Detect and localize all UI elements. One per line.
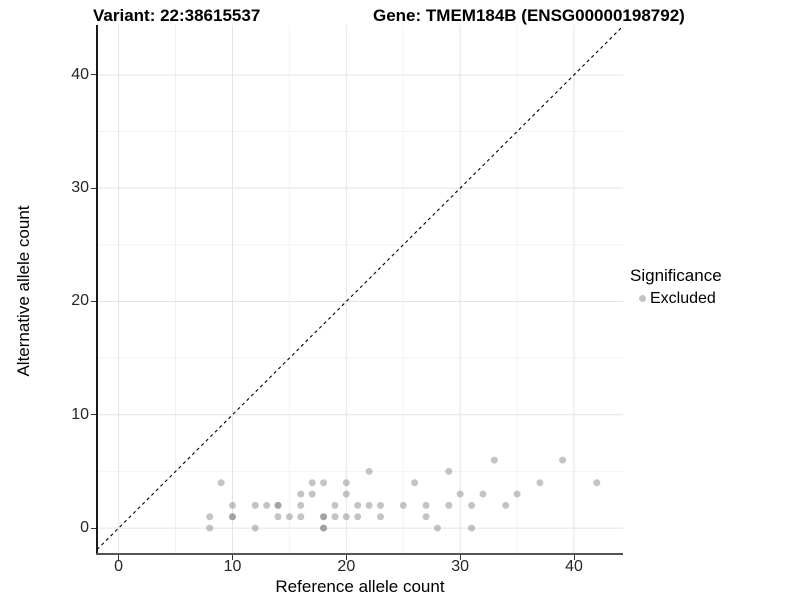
x-tick-label: 30 — [451, 558, 470, 575]
scatter-point — [251, 501, 259, 509]
y-tick-mark — [91, 300, 96, 302]
scatter-point — [411, 479, 419, 487]
scatter-point — [297, 513, 305, 521]
scatter-point — [502, 501, 510, 509]
scatter-point — [297, 501, 305, 509]
scatter-point — [228, 501, 236, 509]
scatter-point — [399, 501, 407, 509]
y-tick-label: 10 — [71, 405, 89, 423]
x-tick-mark — [118, 555, 120, 560]
x-tick-label: 0 — [114, 558, 124, 575]
gene-title: Gene: TMEM184B (ENSG00000198792) — [373, 6, 685, 25]
x-tick-label: 20 — [337, 558, 356, 575]
x-tick-mark — [345, 555, 347, 560]
scatter-point — [331, 501, 339, 509]
scatter-point — [559, 456, 567, 464]
scatter-point — [308, 490, 316, 498]
y-tick-mark — [91, 527, 96, 529]
scatter-point — [479, 490, 487, 498]
scatter-point — [422, 501, 430, 509]
scatter-point — [320, 524, 328, 532]
scatter-point — [285, 513, 293, 521]
y-axis-line — [96, 25, 98, 553]
scatter-point — [354, 501, 362, 509]
legend-point-swatch — [639, 295, 646, 302]
scatter-point — [456, 490, 464, 498]
legend: Significance Excluded — [630, 266, 795, 307]
scatter-point — [228, 513, 236, 521]
x-axis-line — [96, 553, 623, 555]
scatter-point — [342, 513, 350, 521]
scatter-plot-canvas — [97, 25, 623, 553]
x-tick-mark — [573, 555, 575, 560]
scatter-point — [297, 490, 305, 498]
plot-panel — [97, 25, 623, 553]
x-tick-mark — [231, 555, 233, 560]
scatter-point — [468, 501, 476, 509]
scatter-point — [342, 479, 350, 487]
scatter-point — [320, 524, 328, 532]
scatter-point — [331, 513, 339, 521]
scatter-point — [593, 479, 601, 487]
x-tick-label: 40 — [565, 558, 583, 575]
scatter-point — [320, 513, 328, 521]
scatter-point — [320, 479, 328, 487]
scatter-point — [320, 513, 328, 521]
scatter-point — [251, 524, 259, 532]
legend-item-label: Excluded — [650, 290, 716, 307]
scatter-point — [445, 501, 453, 509]
scatter-point — [490, 456, 498, 464]
scatter-point — [365, 501, 373, 509]
x-tick-label: 10 — [223, 558, 242, 575]
variant-title: Variant: 22:38615537 — [93, 6, 261, 25]
y-tick-mark — [91, 74, 96, 76]
scatter-point — [376, 513, 384, 521]
scatter-point — [468, 524, 476, 532]
scatter-point — [263, 501, 271, 509]
y-tick-label: 0 — [80, 519, 89, 537]
scatter-point — [433, 524, 441, 532]
scatter-point — [206, 513, 214, 521]
legend-item-excluded: Excluded — [630, 290, 795, 307]
y-tick-label: 20 — [71, 292, 89, 310]
scatter-point — [513, 490, 521, 498]
y-tick-label: 30 — [71, 179, 89, 197]
x-tick-mark — [459, 555, 461, 560]
scatter-point — [274, 501, 282, 509]
scatter-point — [365, 467, 373, 475]
scatter-point — [274, 513, 282, 521]
scatter-point — [217, 479, 225, 487]
scatter-point — [422, 513, 430, 521]
x-axis-title: Reference allele count — [275, 577, 445, 596]
scatter-point — [342, 490, 350, 498]
scatter-point — [354, 513, 362, 521]
identity-line — [97, 25, 623, 550]
y-axis-title: Alternative allele count — [14, 205, 33, 377]
scatter-point — [445, 467, 453, 475]
scatter-point — [308, 479, 316, 487]
scatter-point — [536, 479, 544, 487]
legend-title: Significance — [630, 266, 722, 285]
scatter-point — [206, 524, 214, 532]
scatter-point — [376, 501, 384, 509]
y-tick-mark — [91, 414, 96, 416]
scatter-point — [274, 501, 282, 509]
y-tick-label: 40 — [71, 65, 89, 83]
y-tick-mark — [91, 187, 96, 189]
scatter-point — [228, 513, 236, 521]
